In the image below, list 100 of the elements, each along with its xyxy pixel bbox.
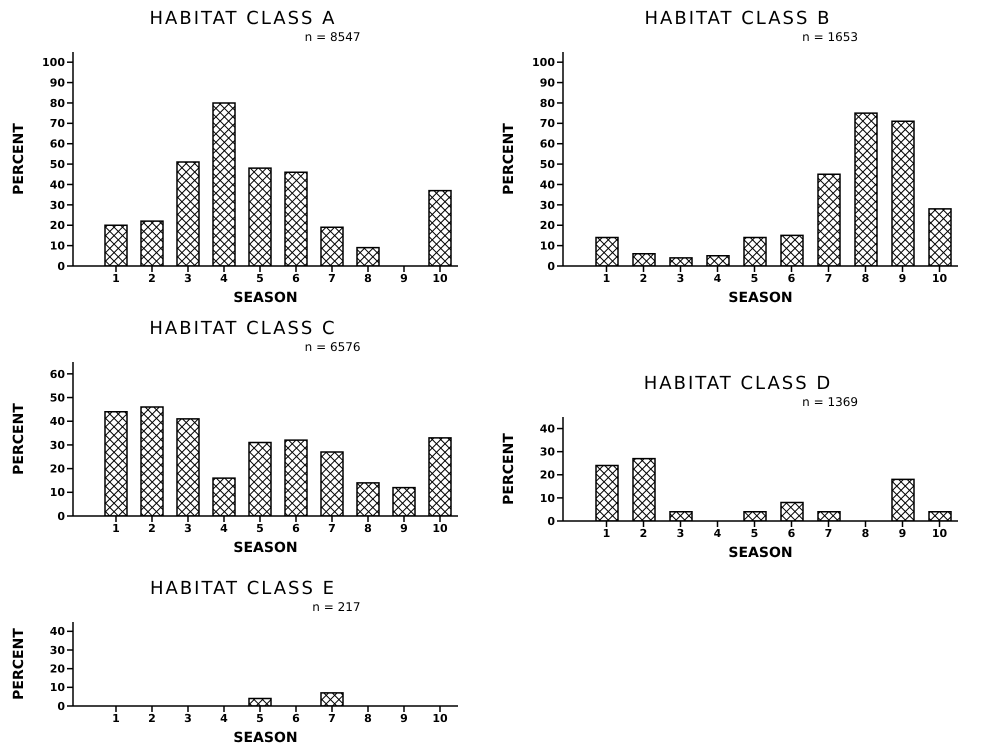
x-tick-label: 6	[292, 522, 300, 535]
chart-title: HABITAT CLASS B	[644, 8, 832, 30]
x-tick-label: 2	[640, 526, 648, 540]
x-tick-label: 8	[364, 522, 372, 535]
chart-title: HABITAT CLASS A	[148, 8, 338, 30]
y-tick-label: 40	[540, 178, 556, 192]
x-tick-label: 7	[328, 272, 336, 285]
y-tick-label: 0	[547, 260, 556, 273]
y-tick-label: 20	[540, 468, 556, 482]
y-tick-label: 40	[50, 178, 66, 192]
y-tick-label: 20	[540, 219, 556, 232]
y-axis-title: PERCENT	[500, 432, 517, 505]
y-tick-label: 20	[50, 462, 66, 476]
y-tick-label: 40	[540, 422, 556, 436]
x-tick-label: 8	[364, 272, 372, 285]
x-tick-label: 4	[220, 272, 228, 285]
y-tick-label: 30	[50, 644, 66, 657]
x-tick-label: 4	[220, 712, 228, 725]
y-tick-label: 10	[50, 240, 66, 253]
y-tick-label: 0	[57, 510, 66, 523]
x-tick-label: 2	[640, 272, 648, 285]
x-tick-label: 10	[432, 712, 448, 725]
x-tick-label: 3	[184, 272, 192, 285]
chart-subtitle: n = 217	[311, 600, 362, 614]
y-axis-title: PERCENT	[10, 122, 27, 195]
x-tick-label: 1	[112, 272, 120, 285]
x-tick-label: 7	[824, 526, 832, 540]
y-tick-label: 0	[57, 260, 66, 273]
y-tick-label: 50	[50, 158, 66, 171]
y-tick-label: 10	[540, 492, 556, 505]
x-tick-label: 6	[292, 272, 300, 285]
y-axis-title: PERCENT	[10, 402, 27, 475]
x-tick-label: 10	[932, 526, 948, 540]
y-tick-label: 90	[50, 76, 66, 90]
x-tick-label: 4	[714, 272, 722, 285]
x-tick-label: 3	[184, 712, 192, 725]
x-tick-label: 1	[602, 526, 610, 540]
y-tick-label: 100	[42, 56, 66, 70]
y-tick-label: 80	[50, 96, 66, 110]
y-tick-label: 20	[50, 662, 66, 676]
x-tick-label: 5	[256, 272, 264, 285]
y-tick-label: 40	[50, 415, 66, 428]
x-tick-label: 10	[432, 522, 448, 535]
x-tick-label: 9	[400, 272, 408, 285]
x-tick-label: 7	[328, 522, 336, 535]
y-tick-label: 50	[540, 158, 556, 171]
y-tick-label: 10	[50, 681, 66, 694]
x-tick-label: 1	[602, 272, 610, 285]
x-tick-label: 9	[400, 712, 408, 725]
x-tick-label: 9	[400, 522, 408, 535]
x-tick-label: 7	[824, 272, 832, 285]
y-tick-label: 100	[532, 56, 556, 70]
y-tick-label: 50	[50, 391, 66, 404]
y-tick-label: 20	[50, 219, 66, 232]
y-tick-label: 90	[540, 76, 556, 90]
y-tick-label: 70	[540, 117, 556, 130]
y-tick-label: 10	[50, 486, 66, 500]
x-tick-label: 8	[862, 526, 870, 540]
y-tick-label: 30	[50, 438, 66, 452]
x-tick-label: 2	[148, 272, 156, 285]
x-tick-label: 4	[714, 526, 722, 540]
y-axis-title: PERCENT	[10, 628, 27, 700]
chart-title: HABITAT CLASS D	[642, 373, 834, 395]
x-tick-label: 6	[292, 712, 300, 725]
x-tick-label: 1	[112, 712, 120, 725]
x-tick-label: 10	[432, 272, 448, 285]
chart-subtitle: n = 8547	[304, 30, 362, 44]
x-axis-title: SEASON	[233, 540, 298, 556]
x-tick-label: 6	[788, 272, 796, 285]
x-tick-label: 4	[220, 522, 228, 535]
x-tick-label: 3	[676, 526, 684, 540]
y-tick-label: 30	[540, 446, 556, 459]
y-tick-label: 60	[50, 368, 66, 381]
x-tick-label: 2	[148, 712, 156, 725]
y-tick-label: 60	[540, 138, 556, 151]
chart-subtitle: n = 6576	[304, 340, 362, 354]
x-tick-label: 2	[148, 522, 156, 535]
x-tick-label: 9	[898, 526, 906, 540]
x-tick-label: 8	[364, 712, 372, 725]
x-tick-label: 3	[184, 522, 192, 535]
y-axis-title: PERCENT	[500, 122, 517, 195]
y-tick-label: 30	[50, 198, 66, 212]
x-axis-title: SEASON	[728, 545, 793, 561]
chart-title: HABITAT CLASS E	[148, 578, 337, 600]
x-tick-label: 1	[112, 522, 120, 535]
y-tick-label: 60	[50, 138, 66, 151]
y-tick-label: 80	[540, 96, 556, 110]
y-tick-label: 30	[540, 198, 556, 212]
x-tick-label: 10	[932, 272, 948, 285]
x-tick-label: 5	[256, 522, 264, 535]
x-axis-title: SEASON	[728, 290, 793, 306]
x-tick-label: 8	[862, 272, 870, 285]
y-tick-label: 10	[540, 240, 556, 253]
x-tick-label: 5	[750, 526, 758, 540]
x-axis-title: SEASON	[233, 290, 298, 306]
chart-subtitle: n = 1369	[801, 395, 859, 409]
y-tick-label: 0	[547, 514, 556, 528]
y-tick-label: 70	[50, 117, 66, 130]
x-tick-label: 3	[676, 272, 684, 285]
chart-title: HABITAT CLASS C	[148, 318, 338, 340]
